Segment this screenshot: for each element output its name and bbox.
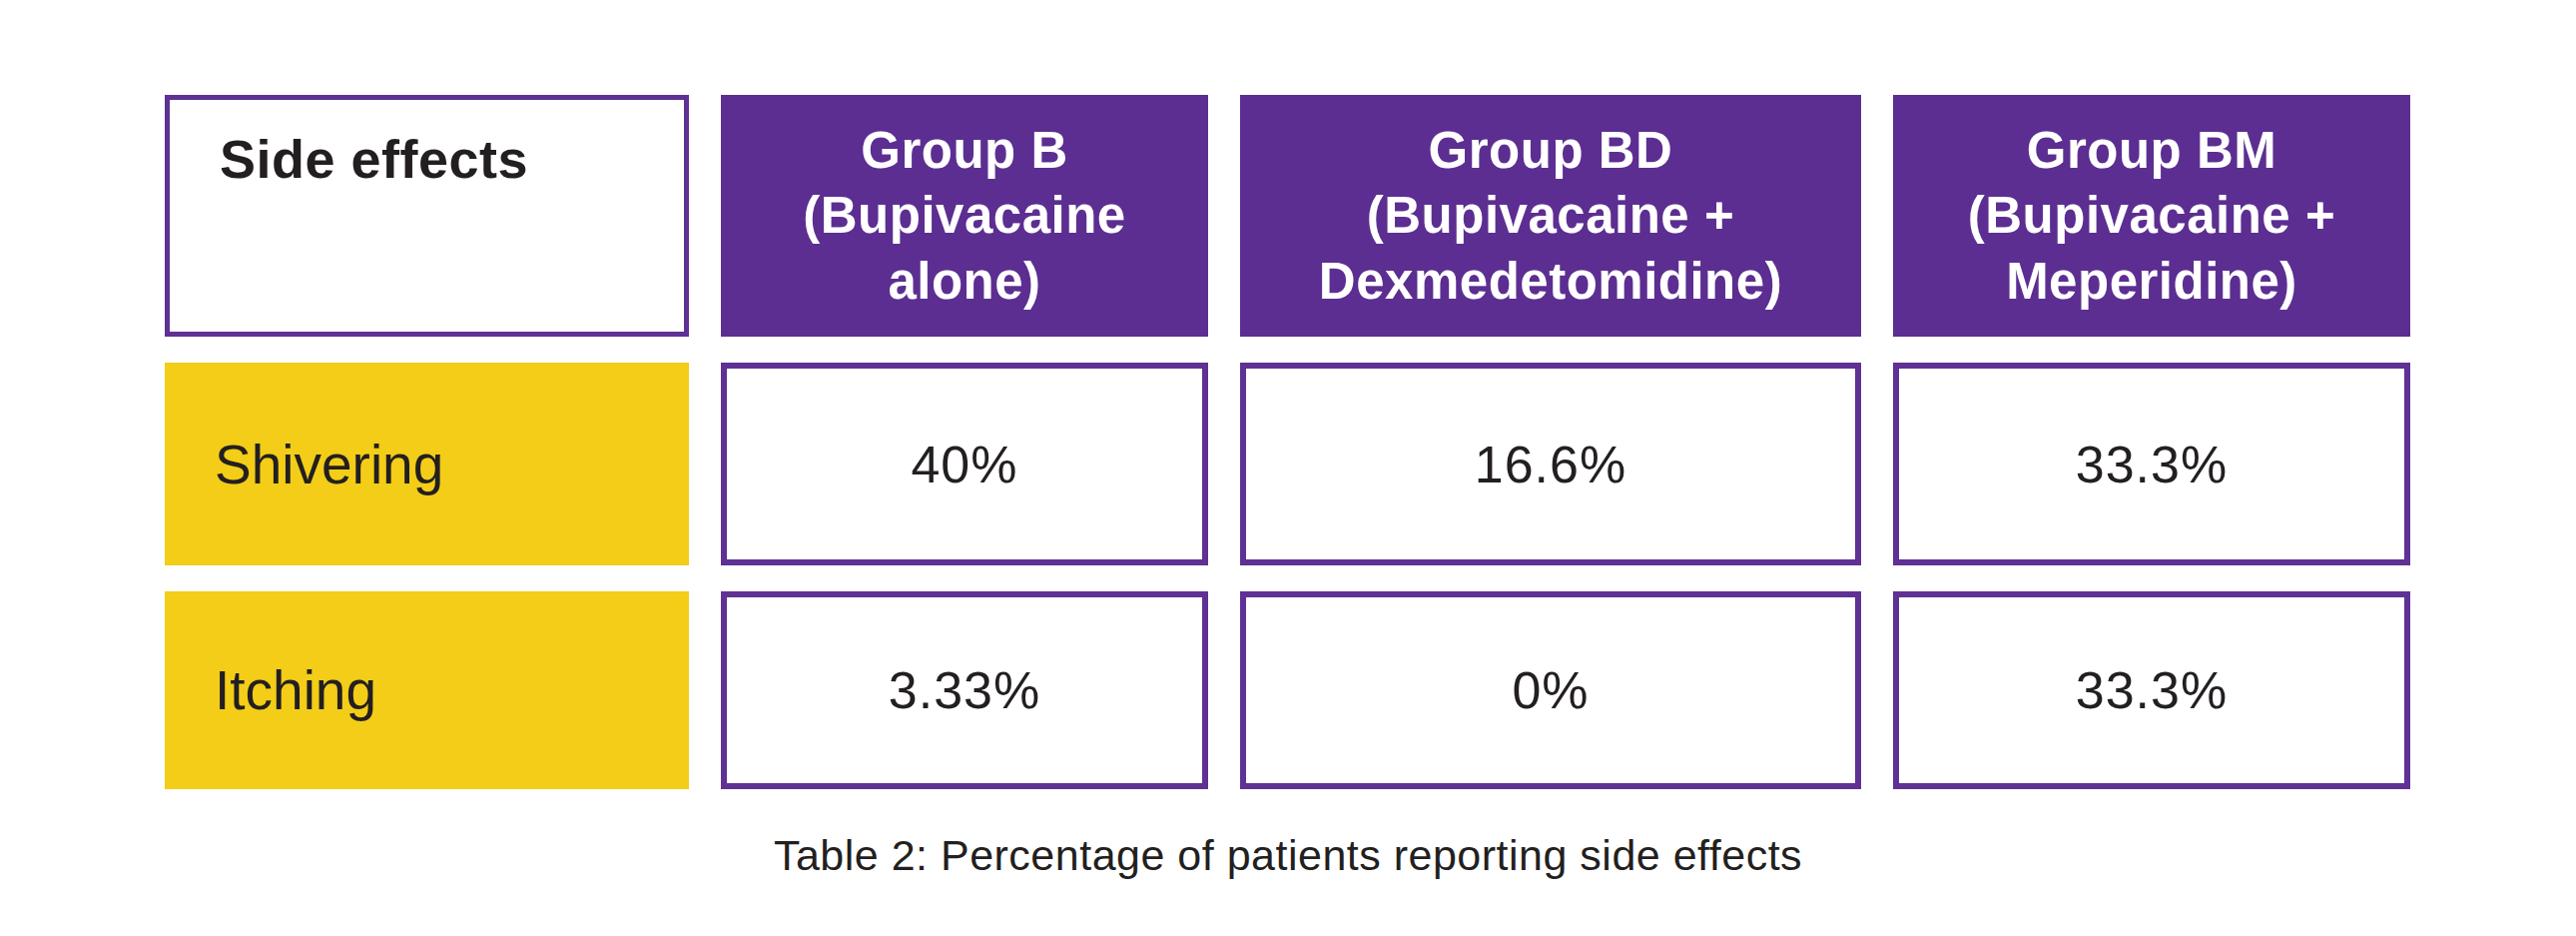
column-header-group-b: Group B (Bupivacaine alone) [721, 95, 1208, 337]
column-header-group-bd: Group BD (Bupivacaine + Dexmedetomidine) [1240, 95, 1861, 337]
value-itching-group-bm: 33.3% [1893, 591, 2410, 789]
column-header-group-bm: Group BM (Bupivacaine + Meperidine) [1893, 95, 2410, 337]
value-shivering-group-b: 40% [721, 363, 1208, 565]
table-caption: Table 2: Percentage of patients reportin… [0, 831, 2576, 880]
row-label-shivering: Shivering [165, 363, 689, 565]
value-shivering-group-bd: 16.6% [1240, 363, 1861, 565]
corner-header-cell: Side effects [165, 95, 689, 337]
row-label-itching: Itching [165, 591, 689, 789]
value-itching-group-bd: 0% [1240, 591, 1861, 789]
value-itching-group-b: 3.33% [721, 591, 1208, 789]
value-shivering-group-bm: 33.3% [1893, 363, 2410, 565]
table-figure: Side effects Group B (Bupivacaine alone)… [0, 0, 2576, 936]
side-effects-table: Side effects Group B (Bupivacaine alone)… [165, 95, 2410, 789]
